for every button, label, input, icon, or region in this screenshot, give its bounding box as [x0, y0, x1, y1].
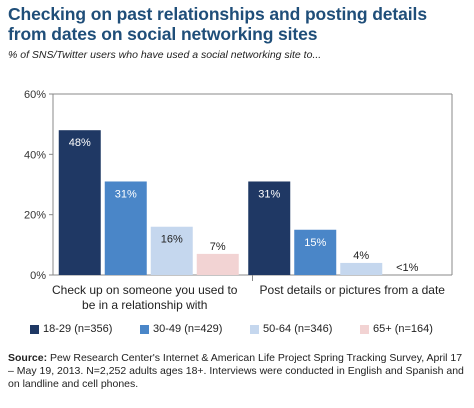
bar [58, 130, 101, 275]
data-label: 31% [258, 188, 280, 200]
data-label: 16% [161, 234, 183, 246]
data-label: 31% [115, 188, 137, 200]
bar [196, 253, 239, 275]
x-category-label: Check up on someone you used to [52, 283, 238, 297]
chart-legend: 18-29 (n=356) 30-49 (n=429) 50-64 (n=346) 6… [30, 323, 470, 337]
data-label: <1% [396, 262, 419, 274]
source-note: Source: Pew Research Center's Internet &… [8, 352, 470, 391]
y-tick-label: 60% [24, 89, 46, 101]
legend-label: 65+ (n=164) [373, 323, 433, 335]
bar-chart: 0% 20% 40% 60% 48% 31% 16% 7% Check up on someon… [24, 89, 453, 312]
legend-swatch [140, 324, 149, 334]
x-category-label: be in a relationship with [82, 298, 207, 312]
bar [104, 181, 147, 275]
chart-title: Checking on past relationships and posti… [8, 4, 427, 44]
y-tick-label: 0% [30, 270, 46, 282]
bar [248, 181, 291, 275]
legend-swatch [360, 324, 369, 334]
legend-item: 65+ (n=164) [360, 323, 433, 335]
legend-swatch [250, 324, 259, 334]
legend-label: 18-29 (n=356) [43, 323, 113, 335]
legend-swatch [30, 324, 39, 334]
legend-label: 50-64 (n=346) [263, 323, 333, 335]
data-label: 4% [353, 250, 369, 262]
data-label: 7% [210, 241, 226, 253]
chart-subtitle: % of SNS/Twitter users who have used a s… [8, 49, 322, 61]
x-category-label: Post details or pictures from a date [260, 283, 446, 297]
data-label: 15% [304, 237, 326, 249]
legend-item: 30-49 (n=429) [140, 323, 222, 335]
y-tick-label: 20% [24, 210, 46, 222]
legend-item: 50-64 (n=346) [250, 323, 332, 335]
data-label: 48% [69, 137, 91, 149]
source-text: Pew Research Center's Internet & America… [8, 352, 464, 390]
y-tick-label: 40% [24, 149, 46, 161]
legend-item: 18-29 (n=356) [30, 323, 112, 335]
bar [294, 229, 337, 275]
legend-label: 30-49 (n=429) [153, 323, 223, 335]
source-label: Source: [8, 352, 48, 364]
bar [340, 262, 383, 275]
bar [150, 226, 193, 275]
